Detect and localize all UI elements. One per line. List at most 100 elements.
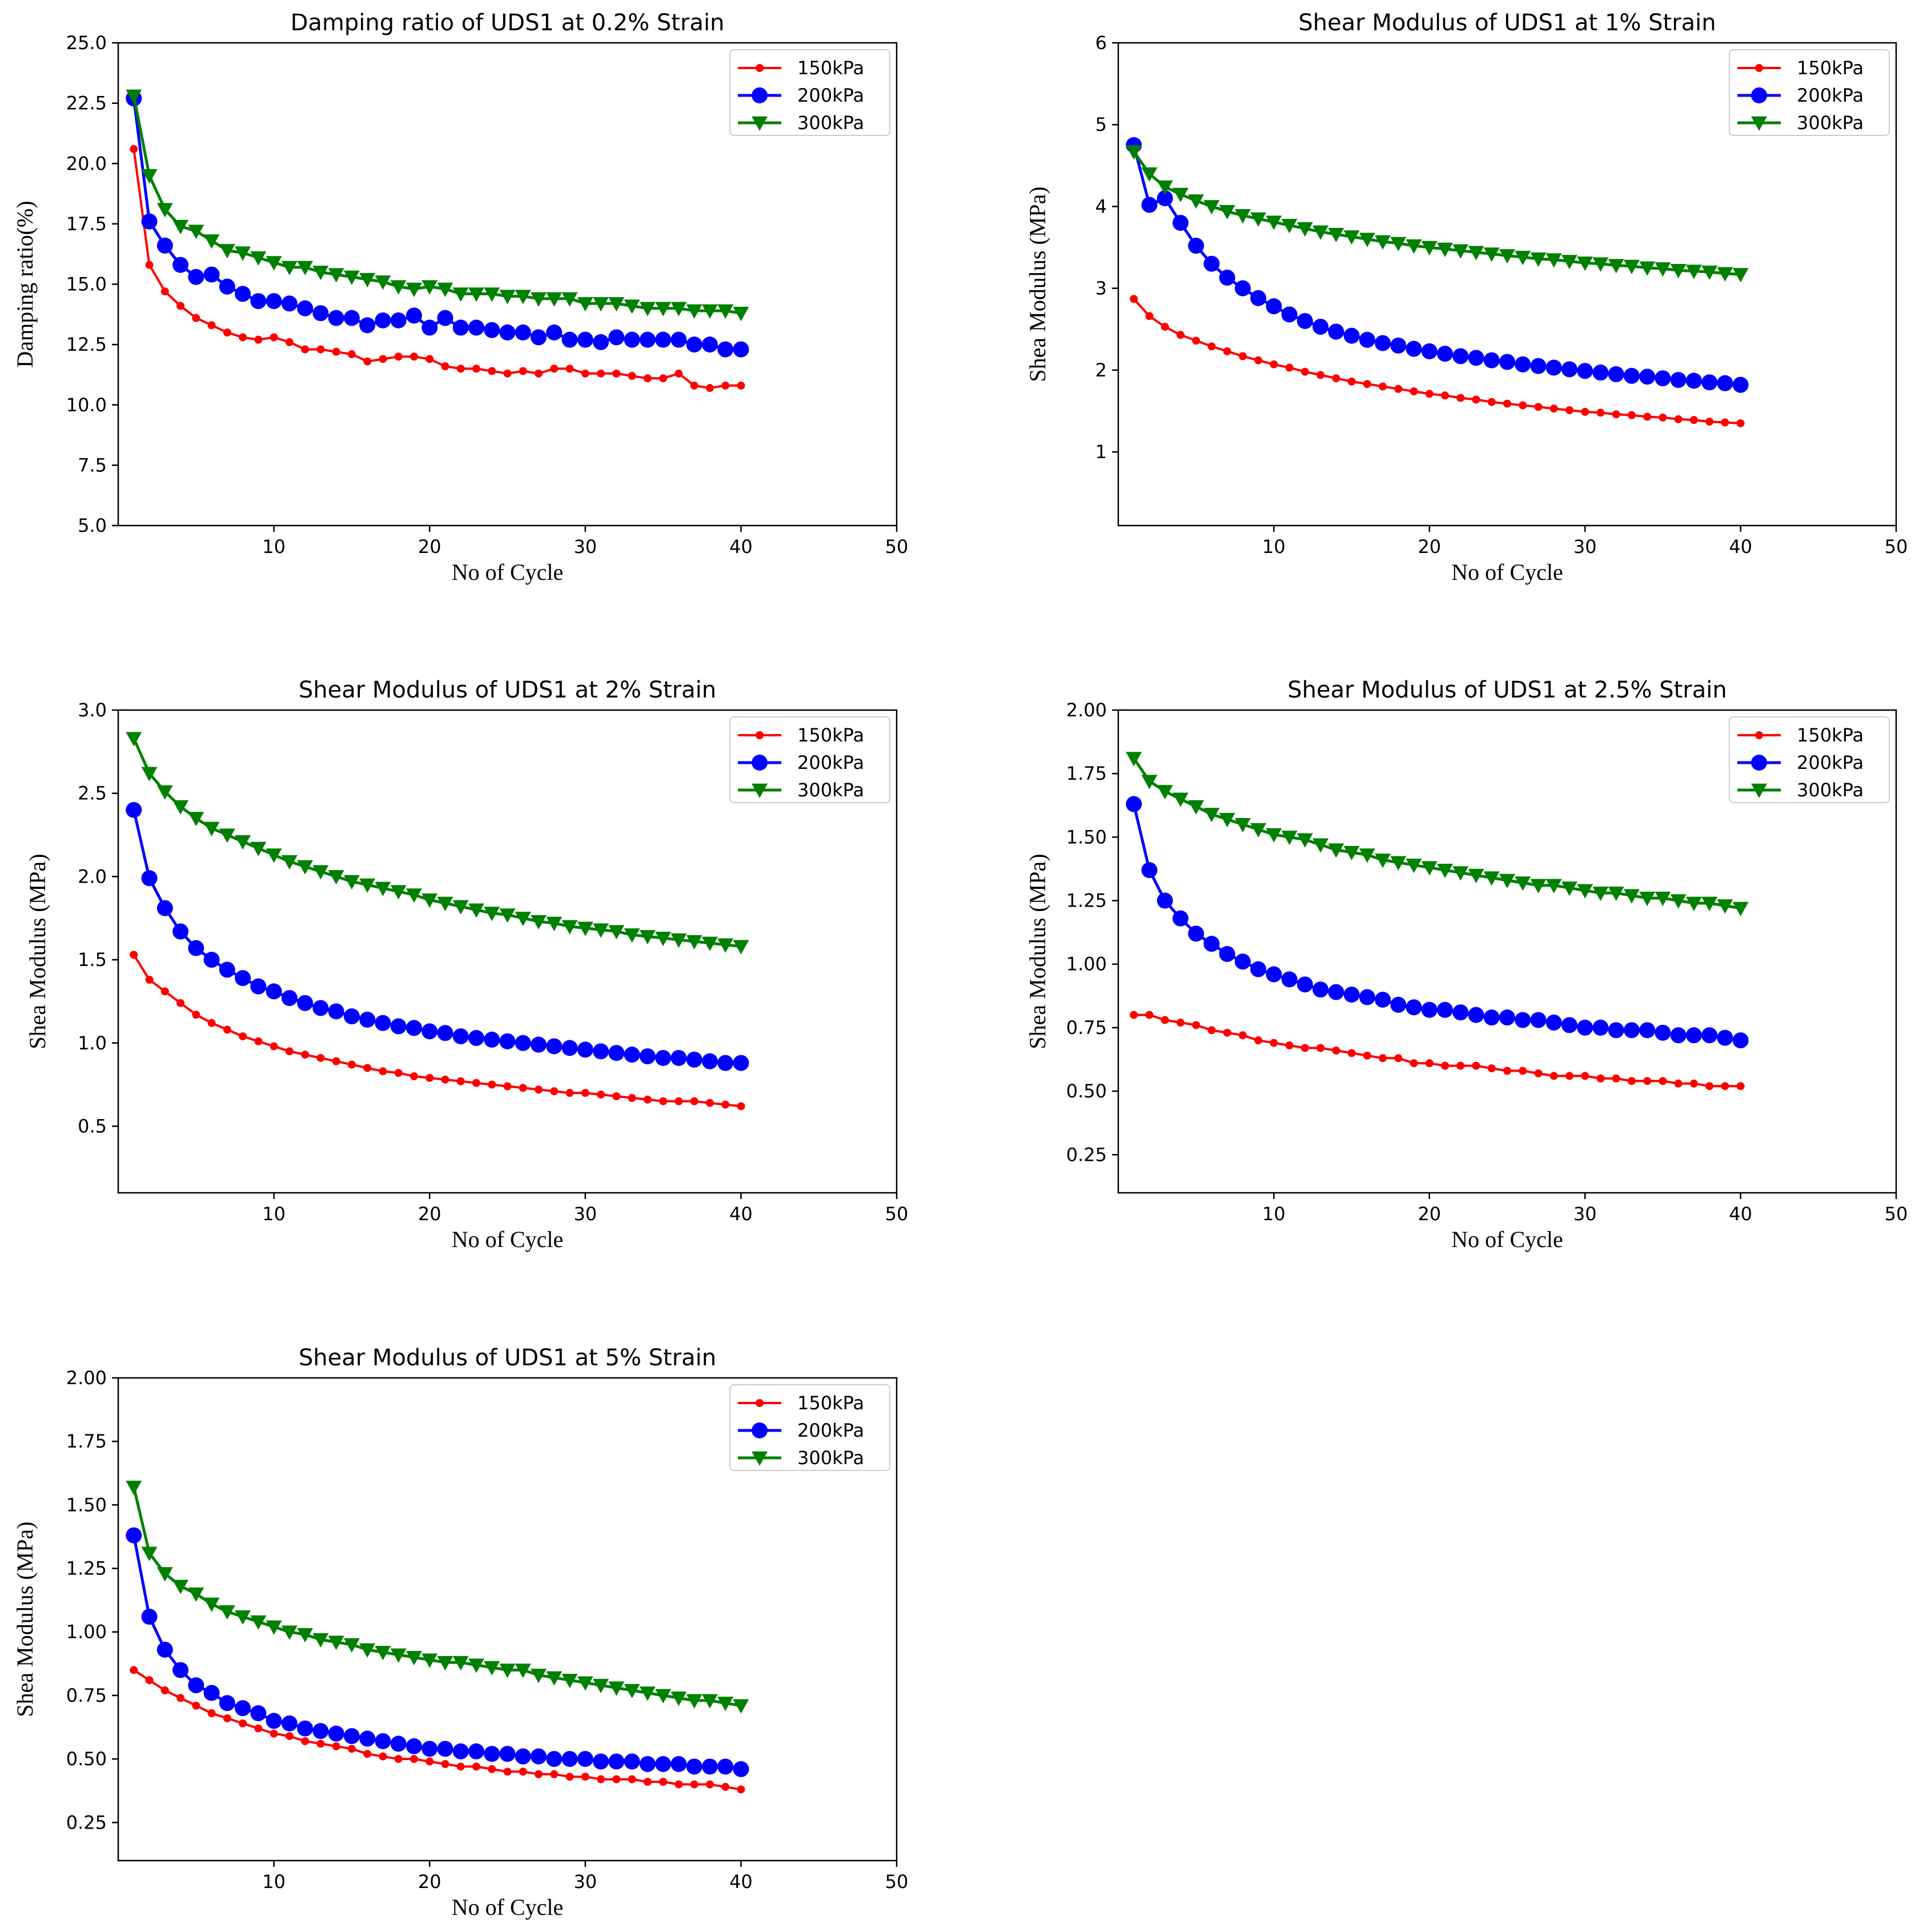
data-point bbox=[1519, 1067, 1527, 1075]
data-point bbox=[441, 1075, 449, 1084]
legend-label: 300kPa bbox=[797, 112, 864, 134]
y-tick-label: 0.25 bbox=[66, 1811, 107, 1833]
data-point bbox=[701, 936, 718, 951]
data-point bbox=[160, 987, 169, 996]
data-point bbox=[363, 1750, 372, 1758]
data-point bbox=[1483, 871, 1500, 886]
data-point bbox=[1281, 219, 1298, 234]
data-point bbox=[550, 1087, 559, 1096]
data-point bbox=[1515, 251, 1531, 266]
data-point bbox=[375, 312, 391, 328]
data-point bbox=[565, 1089, 574, 1097]
data-point bbox=[1659, 413, 1667, 422]
data-point bbox=[546, 1671, 563, 1686]
legend-marker bbox=[1751, 116, 1767, 131]
data-point bbox=[192, 1701, 200, 1710]
data-point bbox=[1581, 1072, 1589, 1080]
data-point bbox=[1390, 856, 1407, 871]
data-point bbox=[503, 369, 512, 378]
data-point bbox=[1312, 838, 1329, 853]
data-point bbox=[1732, 268, 1749, 283]
y-tick-label: 0.50 bbox=[66, 1748, 107, 1770]
legend-label: 150kPa bbox=[797, 1392, 864, 1414]
data-point bbox=[546, 292, 563, 307]
data-point bbox=[1359, 848, 1375, 863]
data-point bbox=[546, 324, 563, 340]
data-point bbox=[1300, 367, 1309, 376]
data-point bbox=[188, 812, 204, 827]
data-point bbox=[1219, 205, 1235, 220]
data-point bbox=[281, 260, 298, 275]
data-point bbox=[235, 835, 251, 850]
data-point bbox=[203, 266, 220, 283]
data-point bbox=[347, 350, 356, 359]
data-point bbox=[375, 1015, 391, 1031]
legend: 150kPa 200kPa 300kPa bbox=[1729, 716, 1890, 803]
data-point bbox=[737, 381, 745, 390]
data-point bbox=[1328, 843, 1344, 858]
data-point bbox=[503, 1767, 512, 1776]
x-tick-label: 20 bbox=[1418, 1203, 1441, 1225]
data-point bbox=[1203, 808, 1220, 823]
data-point bbox=[235, 1610, 251, 1625]
data-point bbox=[1499, 249, 1515, 264]
data-point bbox=[1406, 999, 1422, 1016]
data-point bbox=[1234, 280, 1251, 296]
legend-marker bbox=[752, 783, 768, 798]
data-point bbox=[1561, 255, 1577, 270]
data-point bbox=[531, 1748, 547, 1765]
data-point bbox=[1736, 419, 1745, 427]
data-point bbox=[266, 983, 282, 1000]
data-point bbox=[1312, 981, 1329, 998]
data-point bbox=[328, 1725, 344, 1742]
data-point bbox=[484, 1661, 500, 1676]
data-point bbox=[250, 978, 267, 995]
data-point bbox=[639, 331, 656, 348]
data-point bbox=[203, 1685, 220, 1701]
data-point bbox=[1639, 261, 1656, 276]
x-tick-label: 50 bbox=[1885, 536, 1908, 558]
data-point bbox=[207, 1019, 216, 1027]
data-point bbox=[1483, 352, 1500, 368]
data-point bbox=[126, 732, 142, 747]
data-point bbox=[1300, 1044, 1309, 1052]
data-point bbox=[1717, 1029, 1733, 1046]
data-point bbox=[250, 293, 267, 310]
data-point bbox=[721, 381, 730, 390]
chart-panel-4: Shear Modulus of UDS1 at 2.5% Strain 10 20… bbox=[1025, 677, 1908, 1252]
data-point bbox=[1608, 1022, 1624, 1039]
data-point bbox=[328, 870, 344, 885]
data-point bbox=[1421, 343, 1438, 359]
data-point bbox=[612, 1775, 621, 1783]
data-point bbox=[145, 976, 154, 984]
legend-label: 300kPa bbox=[1797, 779, 1864, 801]
data-point bbox=[1515, 1012, 1531, 1028]
data-point bbox=[1565, 406, 1573, 415]
x-tick-label: 20 bbox=[1418, 536, 1441, 558]
data-point bbox=[1503, 399, 1511, 408]
data-point bbox=[456, 1762, 465, 1771]
data-point bbox=[597, 1775, 605, 1783]
data-point bbox=[561, 292, 578, 307]
data-point bbox=[1145, 1011, 1154, 1019]
data-point bbox=[659, 374, 668, 383]
series-200kPa bbox=[1126, 796, 1749, 1049]
data-point bbox=[1161, 322, 1169, 331]
data-point bbox=[1670, 1027, 1687, 1044]
data-point bbox=[655, 331, 672, 348]
data-point bbox=[1141, 167, 1158, 182]
data-point bbox=[160, 1686, 169, 1695]
data-point bbox=[160, 287, 169, 296]
data-point bbox=[565, 364, 574, 373]
data-point bbox=[1188, 238, 1205, 254]
data-point bbox=[515, 1748, 531, 1765]
data-point bbox=[343, 1728, 360, 1745]
data-point bbox=[561, 1674, 578, 1689]
data-point bbox=[705, 1099, 714, 1107]
data-point bbox=[1596, 408, 1605, 417]
data-point bbox=[1487, 1064, 1496, 1073]
data-point bbox=[1530, 1012, 1547, 1028]
data-point bbox=[1234, 953, 1251, 970]
data-point bbox=[1141, 197, 1158, 213]
data-point bbox=[1296, 976, 1313, 993]
